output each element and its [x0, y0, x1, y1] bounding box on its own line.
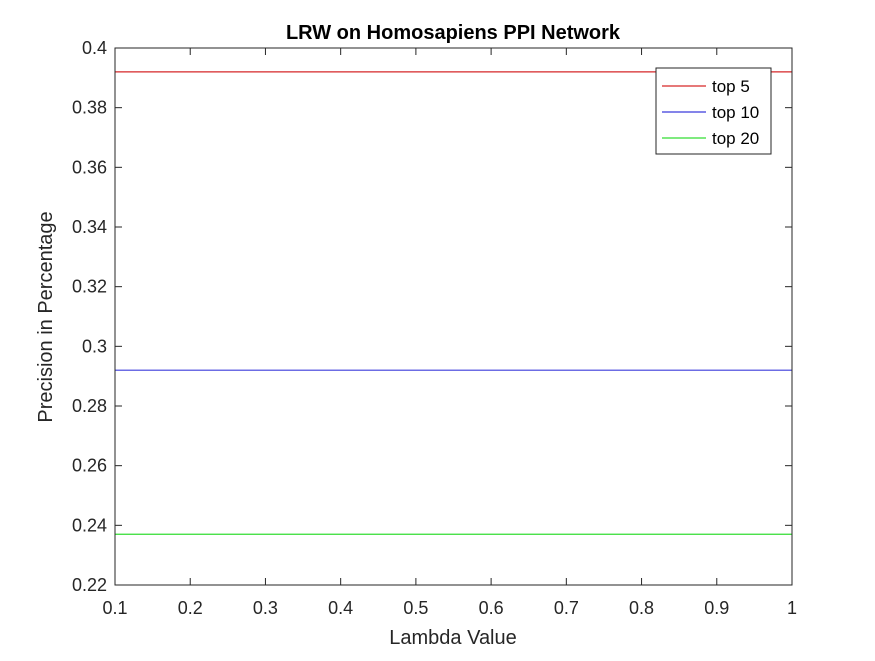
x-tick-label: 0.2 — [178, 598, 203, 618]
x-tick-label: 0.3 — [253, 598, 278, 618]
legend-label-3: top 20 — [712, 129, 759, 148]
legend-box — [655, 67, 772, 155]
x-tick-label: 0.4 — [328, 598, 353, 618]
x-tick-label: 0.9 — [704, 598, 729, 618]
y-tick-label: 0.24 — [72, 515, 107, 535]
y-tick-label: 0.36 — [72, 157, 107, 177]
x-tick-label: 0.6 — [479, 598, 504, 618]
x-axis-label: Lambda Value — [389, 627, 517, 649]
y-tick-label: 0.38 — [72, 98, 107, 118]
y-tick-label: 0.26 — [72, 456, 107, 476]
y-axis-label: Precision in Percentage — [35, 211, 57, 422]
y-tick-label: 0.22 — [72, 575, 107, 595]
x-tick-label: 0.7 — [554, 598, 579, 618]
x-tick-label: 0.8 — [629, 598, 654, 618]
x-tick-label: 1 — [787, 598, 797, 618]
legend: top 5 top 10 top 20 — [655, 67, 772, 155]
chart-title: LRW on Homosapiens PPI Network — [286, 22, 621, 44]
y-tick-label: 0.34 — [72, 217, 107, 237]
y-tick-label: 0.3 — [82, 336, 107, 356]
y-tick-label: 0.4 — [82, 38, 107, 58]
x-tick-label: 0.1 — [102, 598, 127, 618]
y-tick-label: 0.28 — [72, 396, 107, 416]
legend-label-2: top 10 — [712, 103, 759, 122]
legend-label-1: top 5 — [712, 77, 750, 96]
axes-box — [114, 47, 793, 586]
x-tick-label: 0.5 — [403, 598, 428, 618]
y-tick-label: 0.32 — [72, 277, 107, 297]
